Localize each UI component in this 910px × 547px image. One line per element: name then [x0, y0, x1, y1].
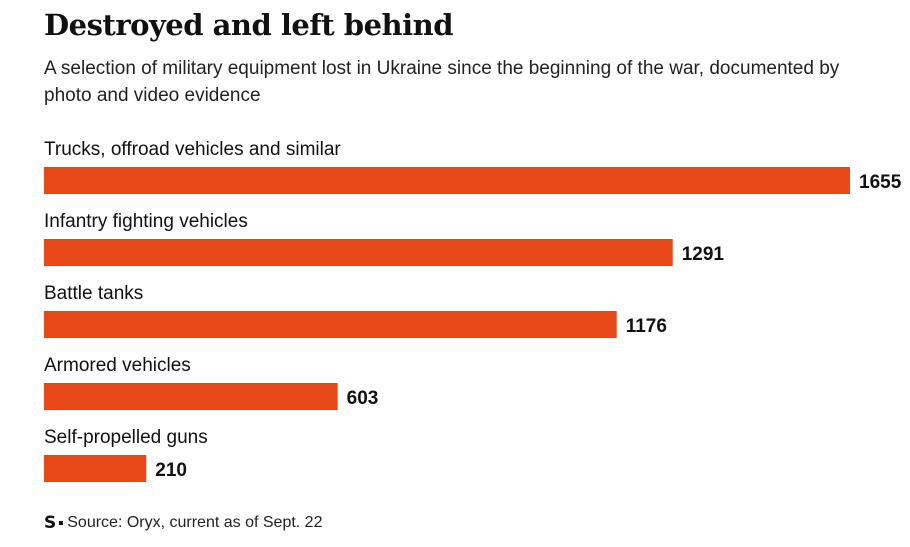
value-label: 210	[155, 460, 187, 481]
bar	[44, 383, 338, 410]
value-label: 1655	[859, 172, 902, 193]
bar-chart: Trucks, offroad vehicles and similar 1655…	[44, 139, 902, 482]
category-label: Self-propelled guns	[44, 427, 208, 448]
chart-subtitle: A selection of military equipment lost i…	[44, 58, 840, 106]
category-label: Armored vehicles	[44, 355, 191, 376]
source-footer: S Source: Oryx, current as of Sept. 22	[44, 513, 322, 533]
category-label: Battle tanks	[44, 283, 143, 304]
bar	[44, 239, 673, 266]
publisher-logo: S	[44, 513, 57, 533]
value-label: 1176	[626, 316, 667, 337]
bar	[44, 455, 147, 482]
bar	[44, 167, 850, 194]
source-note: Source: Oryx, current as of Sept. 22	[67, 514, 323, 531]
category-label: Infantry fighting vehicles	[44, 211, 248, 232]
category-label: Trucks, offroad vehicles and similar	[44, 139, 341, 160]
value-label: 1291	[682, 244, 725, 265]
chart-title: Destroyed and left behind	[44, 8, 454, 42]
separator-dot	[59, 521, 64, 525]
bar	[44, 311, 617, 338]
value-label: 603	[347, 388, 379, 409]
